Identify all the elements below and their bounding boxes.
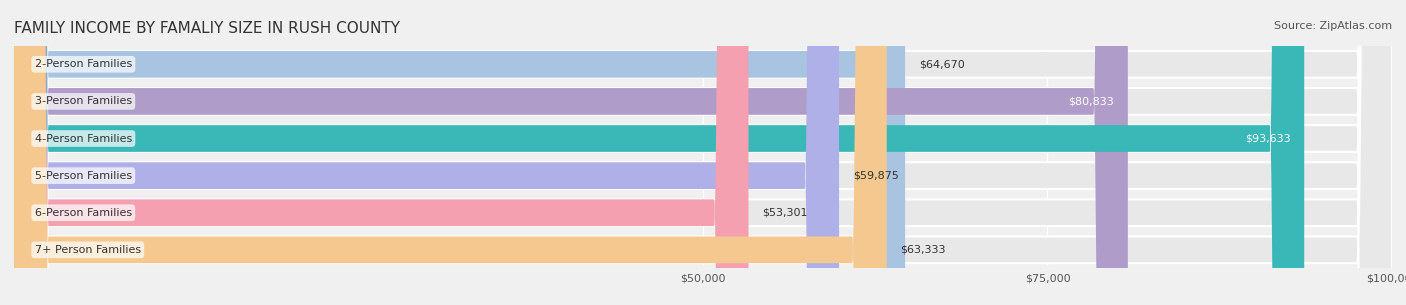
Text: Source: ZipAtlas.com: Source: ZipAtlas.com [1274,21,1392,31]
Text: 6-Person Families: 6-Person Families [35,208,132,218]
FancyBboxPatch shape [14,0,1392,305]
Text: FAMILY INCOME BY FAMALIY SIZE IN RUSH COUNTY: FAMILY INCOME BY FAMALIY SIZE IN RUSH CO… [14,21,401,36]
FancyBboxPatch shape [14,0,1128,305]
Text: 5-Person Families: 5-Person Families [35,170,132,181]
Text: $59,875: $59,875 [853,170,898,181]
Text: $80,833: $80,833 [1069,96,1114,106]
FancyBboxPatch shape [14,0,839,305]
FancyBboxPatch shape [14,0,905,305]
Text: 2-Person Families: 2-Person Families [35,59,132,69]
FancyBboxPatch shape [14,0,748,305]
Text: 4-Person Families: 4-Person Families [35,134,132,144]
Text: $93,633: $93,633 [1244,134,1291,144]
FancyBboxPatch shape [14,0,887,305]
Text: $63,333: $63,333 [900,245,946,255]
Text: 3-Person Families: 3-Person Families [35,96,132,106]
Text: $64,670: $64,670 [920,59,965,69]
FancyBboxPatch shape [14,0,1305,305]
FancyBboxPatch shape [14,0,1392,305]
FancyBboxPatch shape [14,0,1392,305]
Text: 7+ Person Families: 7+ Person Families [35,245,141,255]
Text: $53,301: $53,301 [762,208,808,218]
FancyBboxPatch shape [14,0,1392,305]
FancyBboxPatch shape [14,0,1392,305]
FancyBboxPatch shape [14,0,1392,305]
